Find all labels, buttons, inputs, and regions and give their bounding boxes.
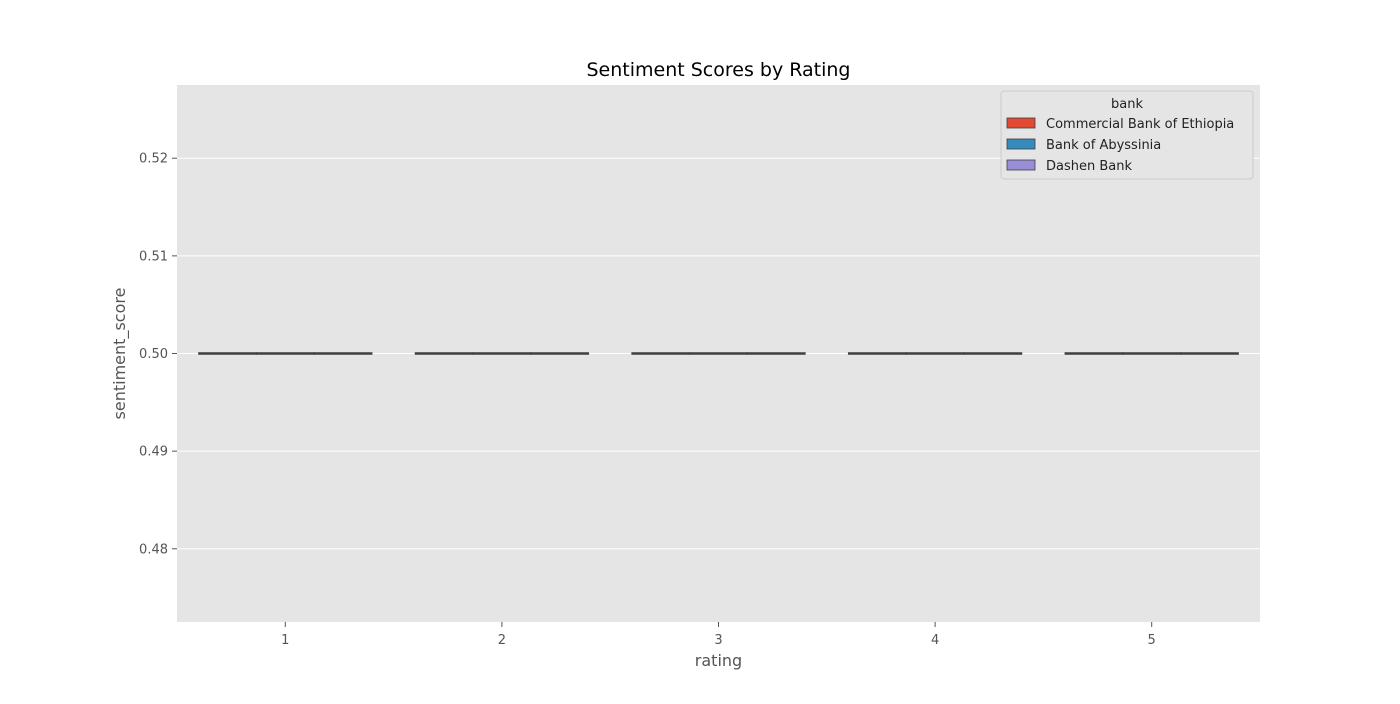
x-tick-label: 4 (931, 633, 939, 648)
y-tick-label: 0.48 (139, 542, 168, 557)
x-tick-label: 1 (281, 633, 289, 648)
legend-box (1000, 90, 1254, 180)
x-tick-label: 3 (714, 633, 722, 648)
y-axis-label: sentiment_score (110, 288, 130, 420)
y-tick-label: 0.50 (139, 347, 168, 362)
y-tick-label: 0.52 (139, 152, 168, 167)
x-tick-label: 5 (1148, 633, 1156, 648)
chart-title: Sentiment Scores by Rating (586, 59, 850, 81)
y-tick-label: 0.51 (139, 249, 168, 264)
y-tick-label: 0.49 (139, 445, 168, 460)
legend-title: bank (1111, 97, 1143, 112)
legend-swatch-2 (1006, 159, 1036, 171)
legend-label-0: Commercial Bank of Ethiopia (1046, 117, 1234, 132)
x-tick-label: 2 (498, 633, 506, 648)
legend-swatch-0 (1006, 117, 1036, 129)
legend-label-2: Dashen Bank (1046, 159, 1132, 174)
x-axis-label: rating (695, 651, 742, 670)
legend-label-1: Bank of Abyssinia (1046, 138, 1161, 153)
legend-swatch-1 (1006, 138, 1036, 150)
